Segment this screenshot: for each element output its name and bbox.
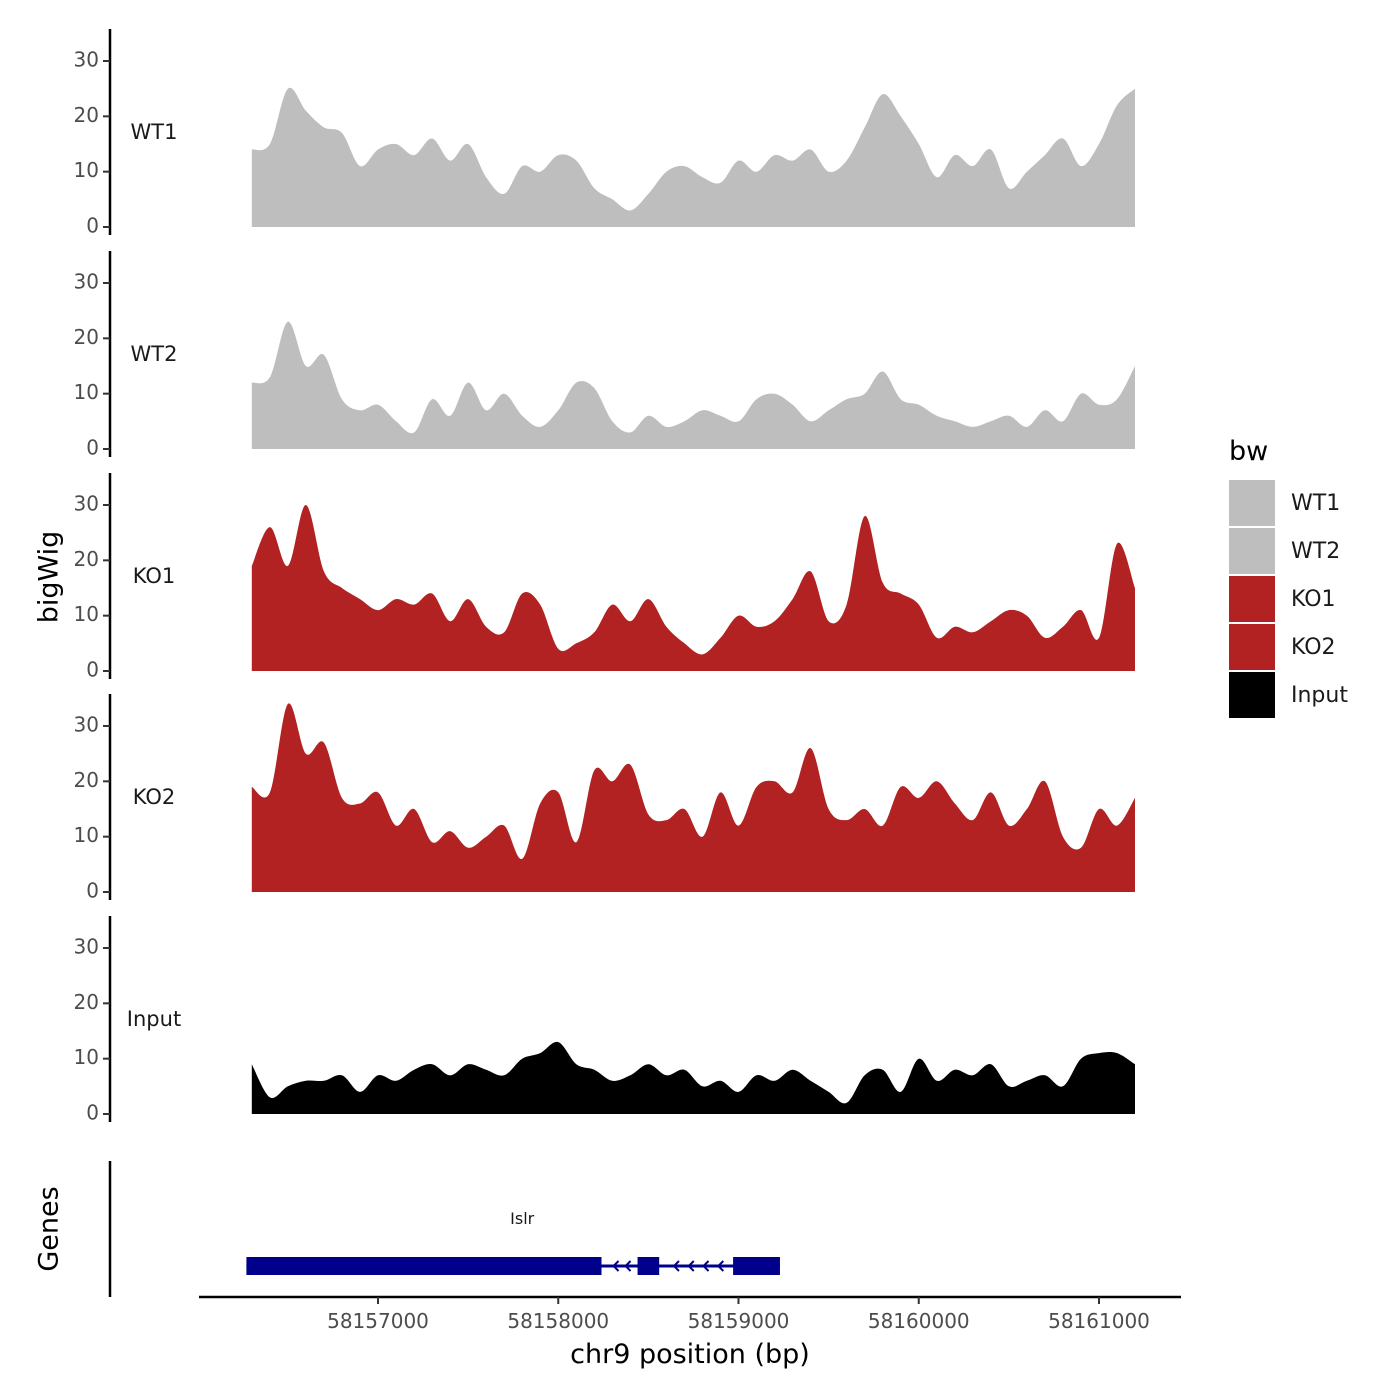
genes-axis-title: Genes	[34, 1186, 65, 1271]
legend-entry-input: Input	[1229, 672, 1348, 718]
exon-3	[733, 1257, 780, 1275]
y-tick-label-wt1-10: 10	[74, 158, 99, 182]
legend-swatch-input	[1229, 672, 1275, 718]
y-tick-label-wt2-0: 0	[86, 436, 99, 460]
legend-label-input: Input	[1291, 683, 1348, 708]
y-tick-label-wt1-20: 20	[74, 103, 99, 127]
y-tick-label-wt2-10: 10	[74, 380, 99, 404]
y-axis-title: bigWig	[34, 531, 65, 624]
legend-entry-ko1: KO1	[1229, 576, 1336, 622]
x-axis: 58157000 58158000 58159000 58160000 58161000…	[199, 1295, 1181, 1370]
y-tick-label-ko2-0: 0	[86, 879, 99, 903]
y-tick-label-wt1-0: 0	[86, 214, 99, 238]
track-input: 0 10 20 30 Input	[74, 916, 1136, 1125]
track-wt2: 0 10 20 30 WT2	[74, 251, 1136, 460]
y-tick-label-input-20: 20	[74, 990, 99, 1014]
strand-arrow	[612, 1260, 620, 1272]
y-tick-label-wt1-30: 30	[74, 48, 99, 72]
coverage-area-input	[251, 1041, 1136, 1114]
y-tick-label-input-10: 10	[74, 1045, 99, 1069]
legend-entry-wt1: WT1	[1229, 480, 1340, 526]
legend: bw WT1 WT2 KO1 KO2 Input	[1229, 436, 1348, 718]
legend-swatch-wt2	[1229, 528, 1275, 574]
exon-2	[637, 1257, 660, 1275]
x-tick-label-58159000: 58159000	[688, 1309, 790, 1333]
y-tick-label-ko1-0: 0	[86, 658, 99, 682]
track-wt1: 0 10 20 30 WT1	[74, 29, 1136, 238]
coverage-area-ko1	[251, 504, 1136, 671]
legend-entries: WT1 WT2 KO1 KO2 Input	[1229, 480, 1348, 718]
x-tick-label-58160000: 58160000	[868, 1309, 970, 1333]
x-tick-label-58158000: 58158000	[507, 1309, 609, 1333]
y-tick-label-ko2-20: 20	[74, 768, 99, 792]
x-axis-title: chr9 position (bp)	[570, 1339, 810, 1370]
gene-islr: Islr	[246, 1209, 780, 1275]
track-label-ko1: KO1	[133, 564, 176, 588]
track-label-wt1: WT1	[131, 120, 178, 144]
x-ticks: 58157000 58158000 58159000 58160000 58161000	[327, 1297, 1150, 1333]
legend-entry-wt2: WT2	[1229, 528, 1340, 574]
track-panels: 0 10 20 30 WT1 0 10 20 30 WT2 0 10 20 30 KO1 0 10 20 30 KO2…	[74, 29, 1136, 1125]
track-label-ko2: KO2	[133, 785, 176, 809]
y-tick-label-input-0: 0	[86, 1101, 99, 1125]
y-tick-label-ko1-10: 10	[74, 602, 99, 626]
gene-models: Islr	[246, 1209, 780, 1275]
y-tick-label-wt2-30: 30	[74, 270, 99, 294]
legend-label-wt1: WT1	[1291, 491, 1340, 516]
coverage-area-wt1	[251, 87, 1136, 228]
strand-arrow	[716, 1260, 725, 1272]
x-tick-label-58161000: 58161000	[1048, 1309, 1150, 1333]
x-tick-label-58157000: 58157000	[327, 1309, 429, 1333]
legend-swatch-ko2	[1229, 624, 1275, 670]
coverage-area-wt2	[251, 321, 1136, 449]
legend-swatch-wt1	[1229, 480, 1275, 526]
legend-title: bw	[1229, 436, 1268, 467]
legend-label-wt2: WT2	[1291, 539, 1340, 564]
y-tick-label-ko2-30: 30	[74, 713, 99, 737]
legend-label-ko1: KO1	[1291, 587, 1336, 612]
genes-panel: Genes Islr	[34, 1161, 780, 1297]
track-ko1: 0 10 20 30 KO1	[74, 473, 1136, 682]
strand-arrow	[624, 1260, 632, 1272]
legend-label-ko2: KO2	[1291, 635, 1336, 660]
exon-1	[246, 1257, 602, 1275]
gene-label: Islr	[510, 1209, 535, 1228]
y-tick-label-ko2-10: 10	[74, 823, 99, 847]
coverage-area-ko2	[251, 703, 1136, 892]
track-label-wt2: WT2	[131, 342, 178, 366]
y-tick-label-wt2-20: 20	[74, 325, 99, 349]
strand-arrow	[687, 1260, 695, 1272]
y-tick-label-input-30: 30	[74, 935, 99, 959]
strand-arrow	[702, 1260, 710, 1272]
y-tick-label-ko1-30: 30	[74, 492, 99, 516]
y-tick-label-ko1-20: 20	[74, 547, 99, 571]
legend-entry-ko2: KO2	[1229, 624, 1336, 670]
track-ko2: 0 10 20 30 KO2	[74, 694, 1136, 903]
track-label-input: Input	[127, 1007, 181, 1031]
strand-arrow	[672, 1260, 680, 1272]
legend-swatch-ko1	[1229, 576, 1275, 622]
